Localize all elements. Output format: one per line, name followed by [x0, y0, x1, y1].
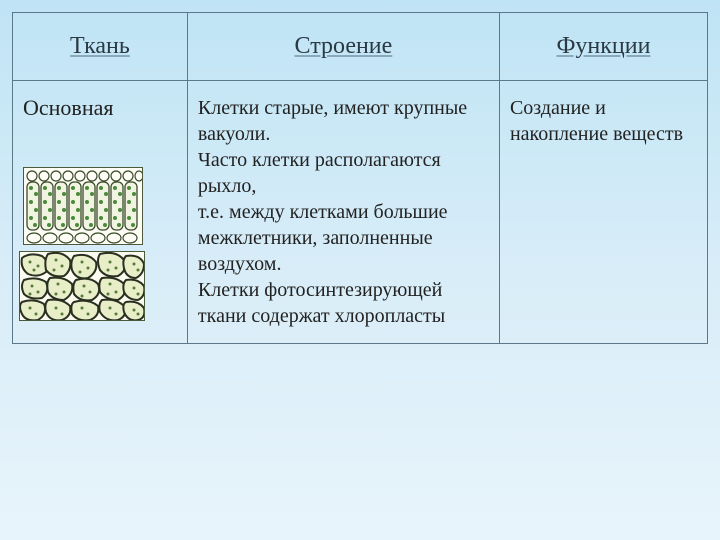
spongy-tissue-image [19, 251, 145, 321]
palisade-tissue-image [23, 167, 143, 245]
function-text: Создание и накопление веществ [510, 95, 697, 147]
structure-text: Клетки старые, имеют крупные вакуоли. Ча… [198, 95, 489, 329]
tissue-name: Основная [23, 95, 177, 121]
tissue-table: Ткань Строение Функции Основная [12, 12, 708, 344]
tissue-images [23, 167, 177, 321]
cell-tissue: Основная [13, 81, 188, 344]
cell-function: Создание и накопление веществ [499, 81, 707, 344]
header-structure: Строение [187, 13, 499, 81]
cell-structure: Клетки старые, имеют крупные вакуоли. Ча… [187, 81, 499, 344]
header-tissue: Ткань [13, 13, 188, 81]
header-function: Функции [499, 13, 707, 81]
table-header-row: Ткань Строение Функции [13, 13, 708, 81]
table-row: Основная [13, 81, 708, 344]
